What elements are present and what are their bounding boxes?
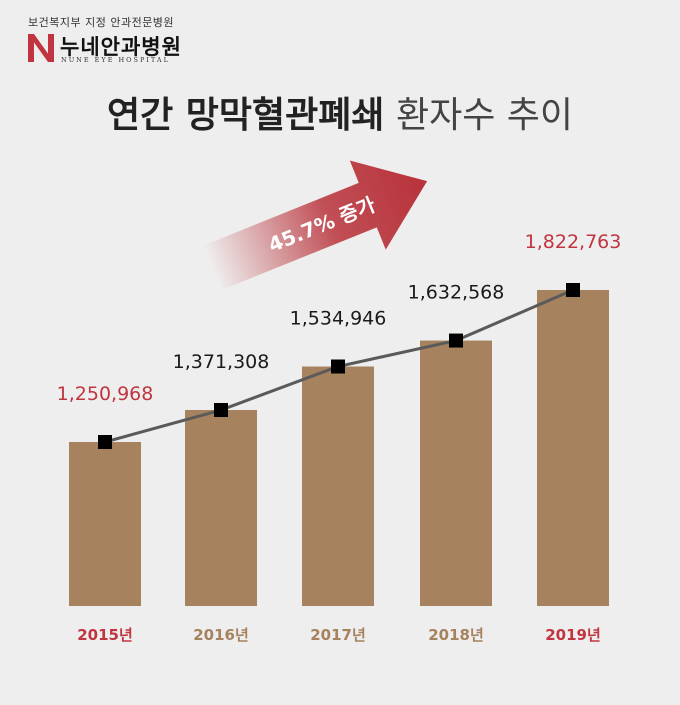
value-label: 1,822,763 — [525, 231, 622, 253]
trend-point — [214, 403, 228, 418]
bar-2019년 — [537, 290, 609, 606]
category-label: 2018년 — [428, 626, 484, 644]
value-label: 1,632,568 — [408, 282, 505, 304]
chart-title-light: 환자수 추이 — [395, 95, 573, 136]
bar-2017년 — [302, 366, 374, 606]
bar-2018년 — [420, 340, 492, 606]
designation-text: 보건복지부 지정 안과전문병원 — [28, 16, 175, 29]
category-label: 2016년 — [193, 626, 249, 644]
trend-point — [98, 435, 112, 449]
category-label: 2015년 — [77, 626, 133, 644]
category-label: 2017년 — [310, 626, 366, 644]
value-label: 1,534,946 — [290, 308, 387, 330]
labels-group: 1,250,968 2015년 1,371,308 2016년 1,534,946 201… — [57, 231, 622, 644]
hospital-name-en: NUNE EYE HOSPITAL — [61, 56, 170, 64]
hospital-name: 누네안과병원 — [60, 35, 182, 59]
hospital-logo — [28, 34, 54, 62]
chart-title-bold: 연간 망막혈관폐쇄 — [107, 95, 385, 136]
bar-2015년 — [69, 442, 141, 606]
value-label: 1,250,968 — [57, 383, 154, 405]
trend-point — [331, 359, 345, 374]
trend-line-group — [98, 283, 580, 449]
trend-point — [566, 283, 580, 297]
bars-group — [69, 290, 609, 606]
value-label: 1,371,308 — [173, 351, 270, 373]
chart-title: 연간 망막혈관폐쇄 환자수 추이 — [0, 86, 680, 138]
trend-point — [449, 333, 463, 348]
bar-2016년 — [185, 410, 257, 606]
category-label: 2019년 — [545, 626, 601, 644]
